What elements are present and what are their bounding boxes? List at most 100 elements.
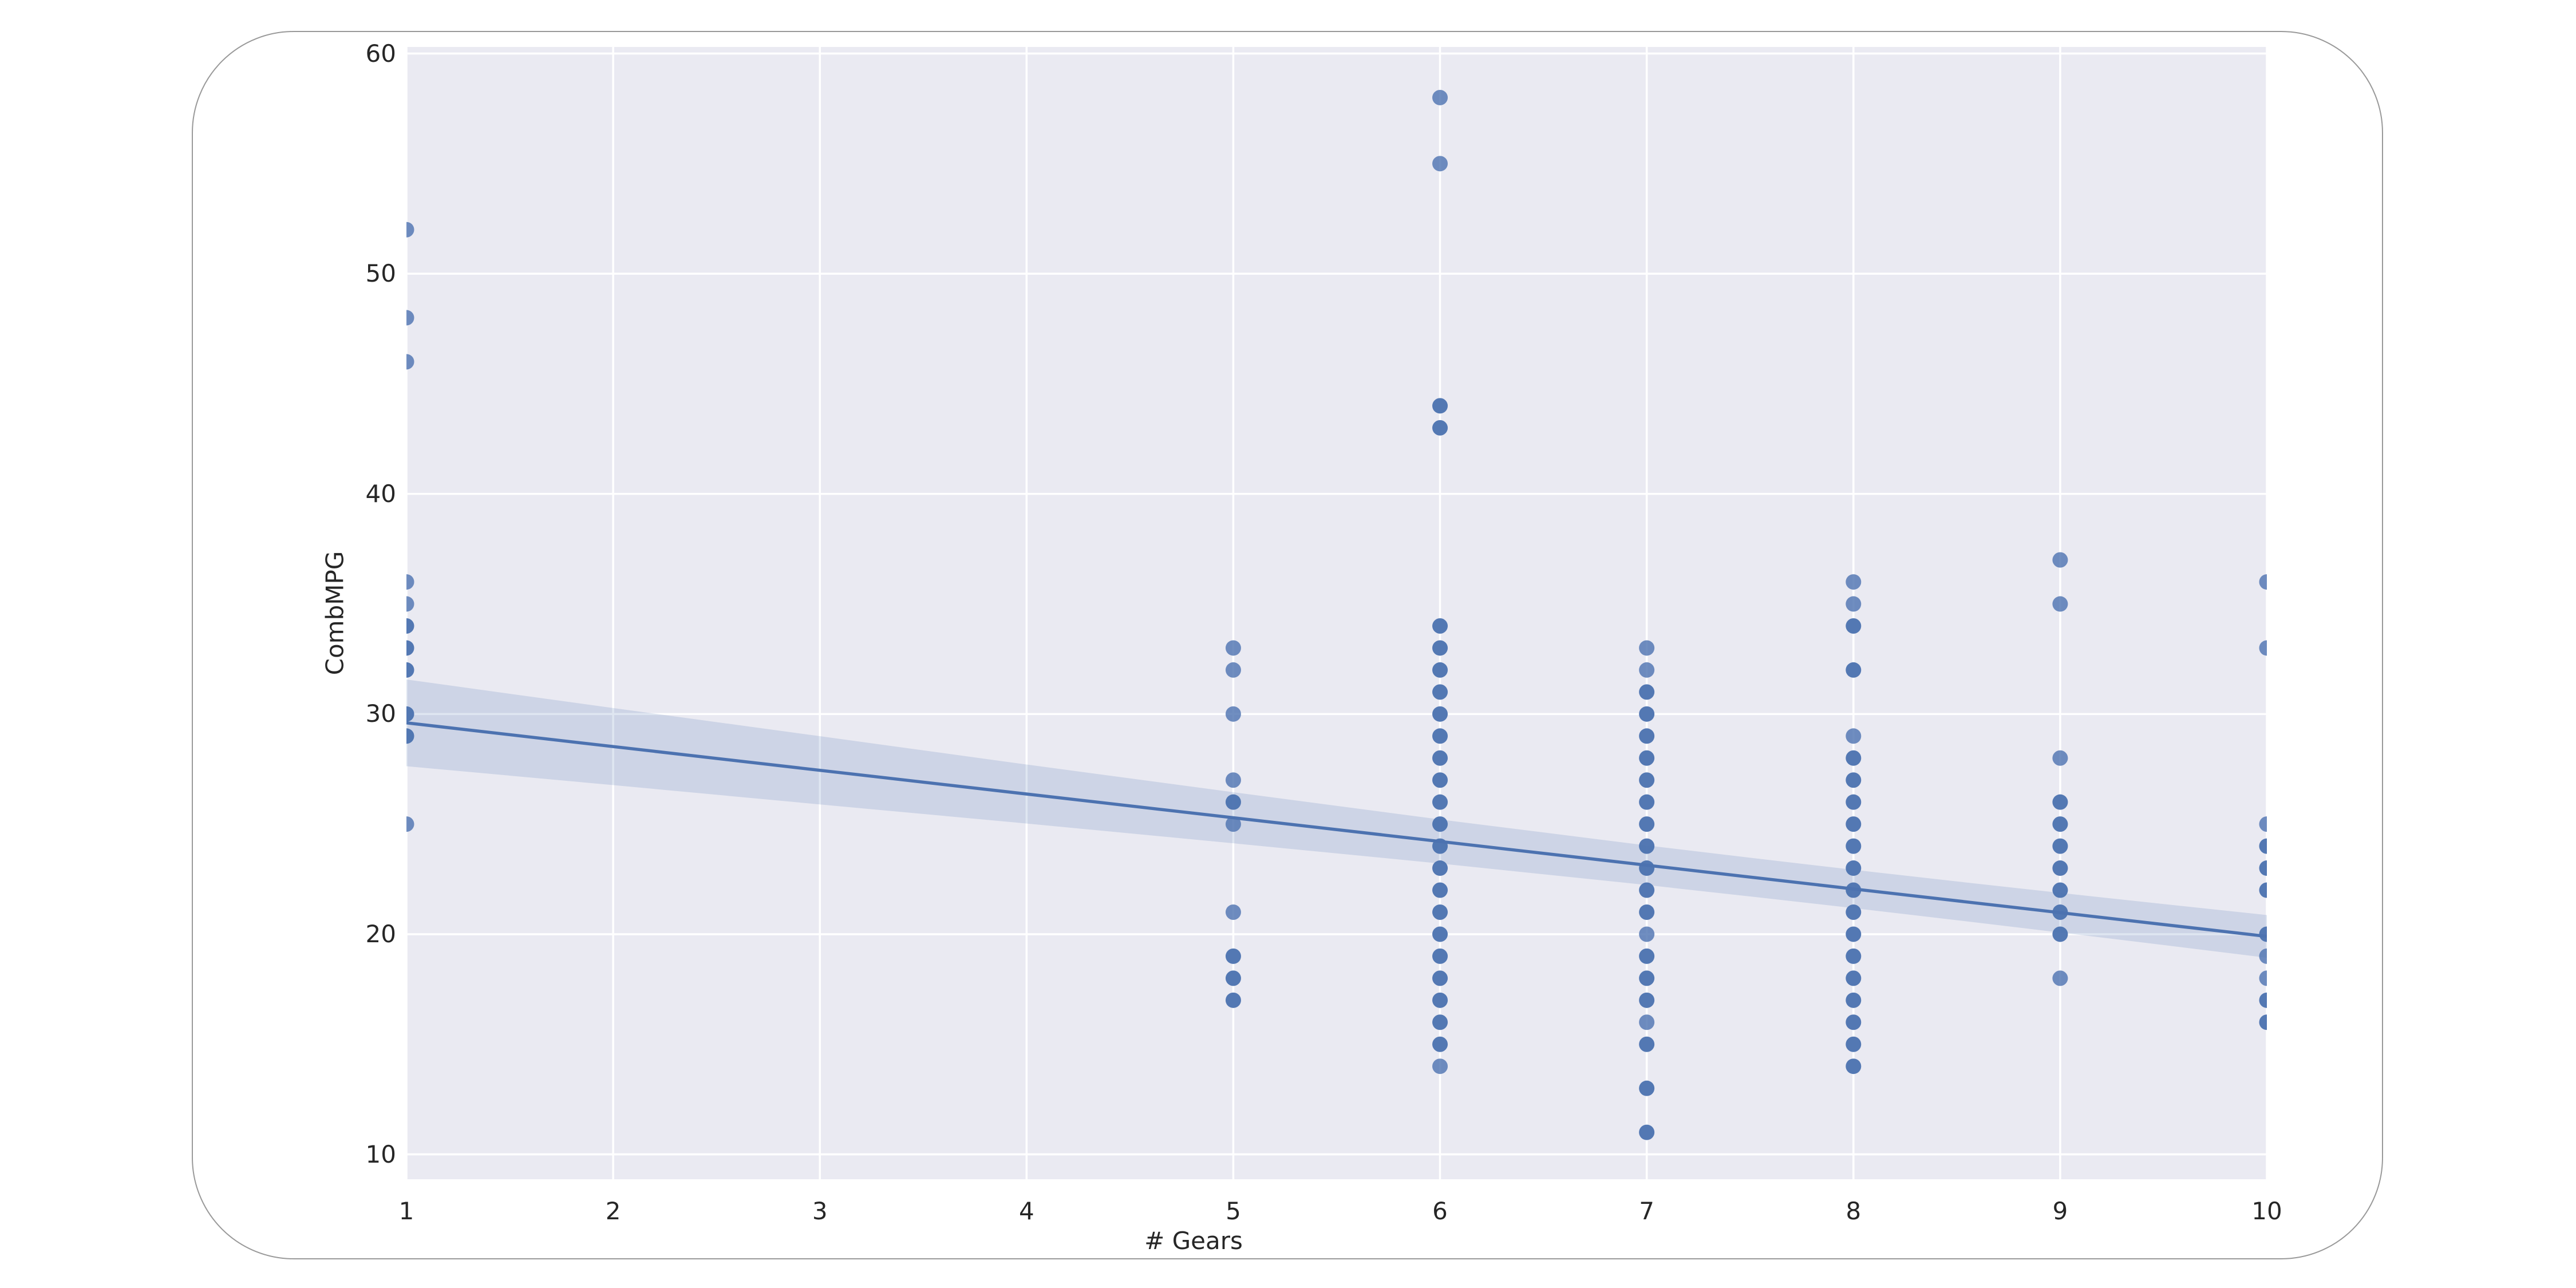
- data-point: [1225, 904, 1241, 920]
- data-point: [1225, 970, 1241, 986]
- data-point: [1432, 420, 1448, 436]
- data-point: [2259, 948, 2267, 964]
- data-point: [406, 728, 414, 744]
- data-point: [2052, 794, 2068, 810]
- y-axis-label: CombMPG: [321, 551, 349, 675]
- plot-background: [406, 47, 2267, 1179]
- data-point: [1432, 1058, 1448, 1074]
- data-point: [1432, 684, 1448, 700]
- data-point: [2052, 816, 2068, 832]
- y-tick-label: 10: [365, 1140, 396, 1168]
- data-point: [2052, 596, 2068, 612]
- data-point: [2052, 882, 2068, 898]
- data-point: [1432, 728, 1448, 744]
- data-point: [2259, 860, 2267, 876]
- x-axis-label: # Gears: [1144, 1227, 1243, 1255]
- data-point: [1846, 728, 1862, 744]
- x-axis-label-wrap: # Gears: [0, 1227, 2576, 1255]
- data-point: [1846, 662, 1862, 678]
- data-point: [1432, 882, 1448, 898]
- x-tick-label: 7: [1639, 1197, 1655, 1225]
- confidence-band: [406, 679, 2267, 958]
- data-point: [1639, 750, 1655, 766]
- regression-line: [406, 721, 2267, 938]
- data-point: [406, 310, 414, 326]
- data-point: [2259, 992, 2267, 1008]
- data-point: [1432, 904, 1448, 920]
- data-point: [2052, 860, 2068, 876]
- data-point: [1639, 1014, 1655, 1030]
- data-point: [1846, 816, 1862, 832]
- data-point: [1639, 948, 1655, 964]
- data-point: [1639, 1124, 1655, 1140]
- data-point: [406, 816, 414, 832]
- data-point: [1432, 706, 1448, 722]
- data-point: [2259, 882, 2267, 898]
- data-point: [406, 706, 414, 722]
- data-point: [2052, 838, 2068, 854]
- data-point: [1225, 706, 1241, 722]
- data-point: [1846, 948, 1862, 964]
- scatter-plot-canvas: [406, 47, 2267, 1179]
- data-point: [1639, 992, 1655, 1008]
- data-point: [2259, 970, 2267, 986]
- data-point: [1846, 970, 1862, 986]
- data-point: [1846, 596, 1862, 612]
- data-point: [1846, 926, 1862, 942]
- data-point: [1432, 750, 1448, 766]
- data-point: [1225, 948, 1241, 964]
- data-point: [2052, 750, 2068, 766]
- data-point: [1639, 1036, 1655, 1052]
- data-point: [1432, 992, 1448, 1008]
- data-point: [1225, 640, 1241, 656]
- data-point: [406, 596, 414, 612]
- data-point: [1639, 970, 1655, 986]
- data-point: [406, 618, 414, 634]
- data-point: [2052, 552, 2068, 568]
- data-point: [1639, 860, 1655, 876]
- data-point: [1846, 1058, 1862, 1074]
- data-point: [1432, 1036, 1448, 1052]
- data-point: [406, 574, 414, 590]
- y-tick-label: 60: [365, 39, 396, 68]
- data-point: [2052, 970, 2068, 986]
- data-point: [1846, 1036, 1862, 1052]
- data-point: [1639, 640, 1655, 656]
- y-tick-label: 30: [365, 700, 396, 728]
- data-point: [1432, 816, 1448, 832]
- data-point: [1432, 926, 1448, 942]
- data-point: [1225, 662, 1241, 678]
- data-point: [1432, 640, 1448, 656]
- data-point: [1639, 882, 1655, 898]
- y-tick-label: 20: [365, 919, 396, 948]
- data-point: [1639, 684, 1655, 700]
- data-point: [2259, 1014, 2267, 1030]
- x-tick-label: 9: [2052, 1197, 2068, 1225]
- data-point: [1432, 89, 1448, 105]
- x-tick-label: 1: [398, 1197, 414, 1225]
- data-point: [2259, 816, 2267, 832]
- data-point: [2259, 640, 2267, 656]
- scatter-points: [406, 89, 2267, 1140]
- data-point: [1846, 618, 1862, 634]
- data-point: [406, 662, 414, 678]
- data-point: [1432, 948, 1448, 964]
- y-tick-label: 50: [365, 259, 396, 288]
- data-point: [1639, 904, 1655, 920]
- data-point: [1846, 1014, 1862, 1030]
- data-point: [1225, 816, 1241, 832]
- data-point: [1639, 794, 1655, 810]
- data-point: [1846, 838, 1862, 854]
- data-point: [406, 354, 414, 370]
- data-point: [1432, 794, 1448, 810]
- data-point: [1225, 992, 1241, 1008]
- data-point: [1432, 860, 1448, 876]
- data-point: [1846, 574, 1862, 590]
- x-tick-label: 5: [1226, 1197, 1241, 1225]
- data-point: [2259, 574, 2267, 590]
- data-point: [2259, 926, 2267, 942]
- data-point: [1846, 860, 1862, 876]
- x-tick-label: 3: [812, 1197, 828, 1225]
- data-point: [406, 640, 414, 656]
